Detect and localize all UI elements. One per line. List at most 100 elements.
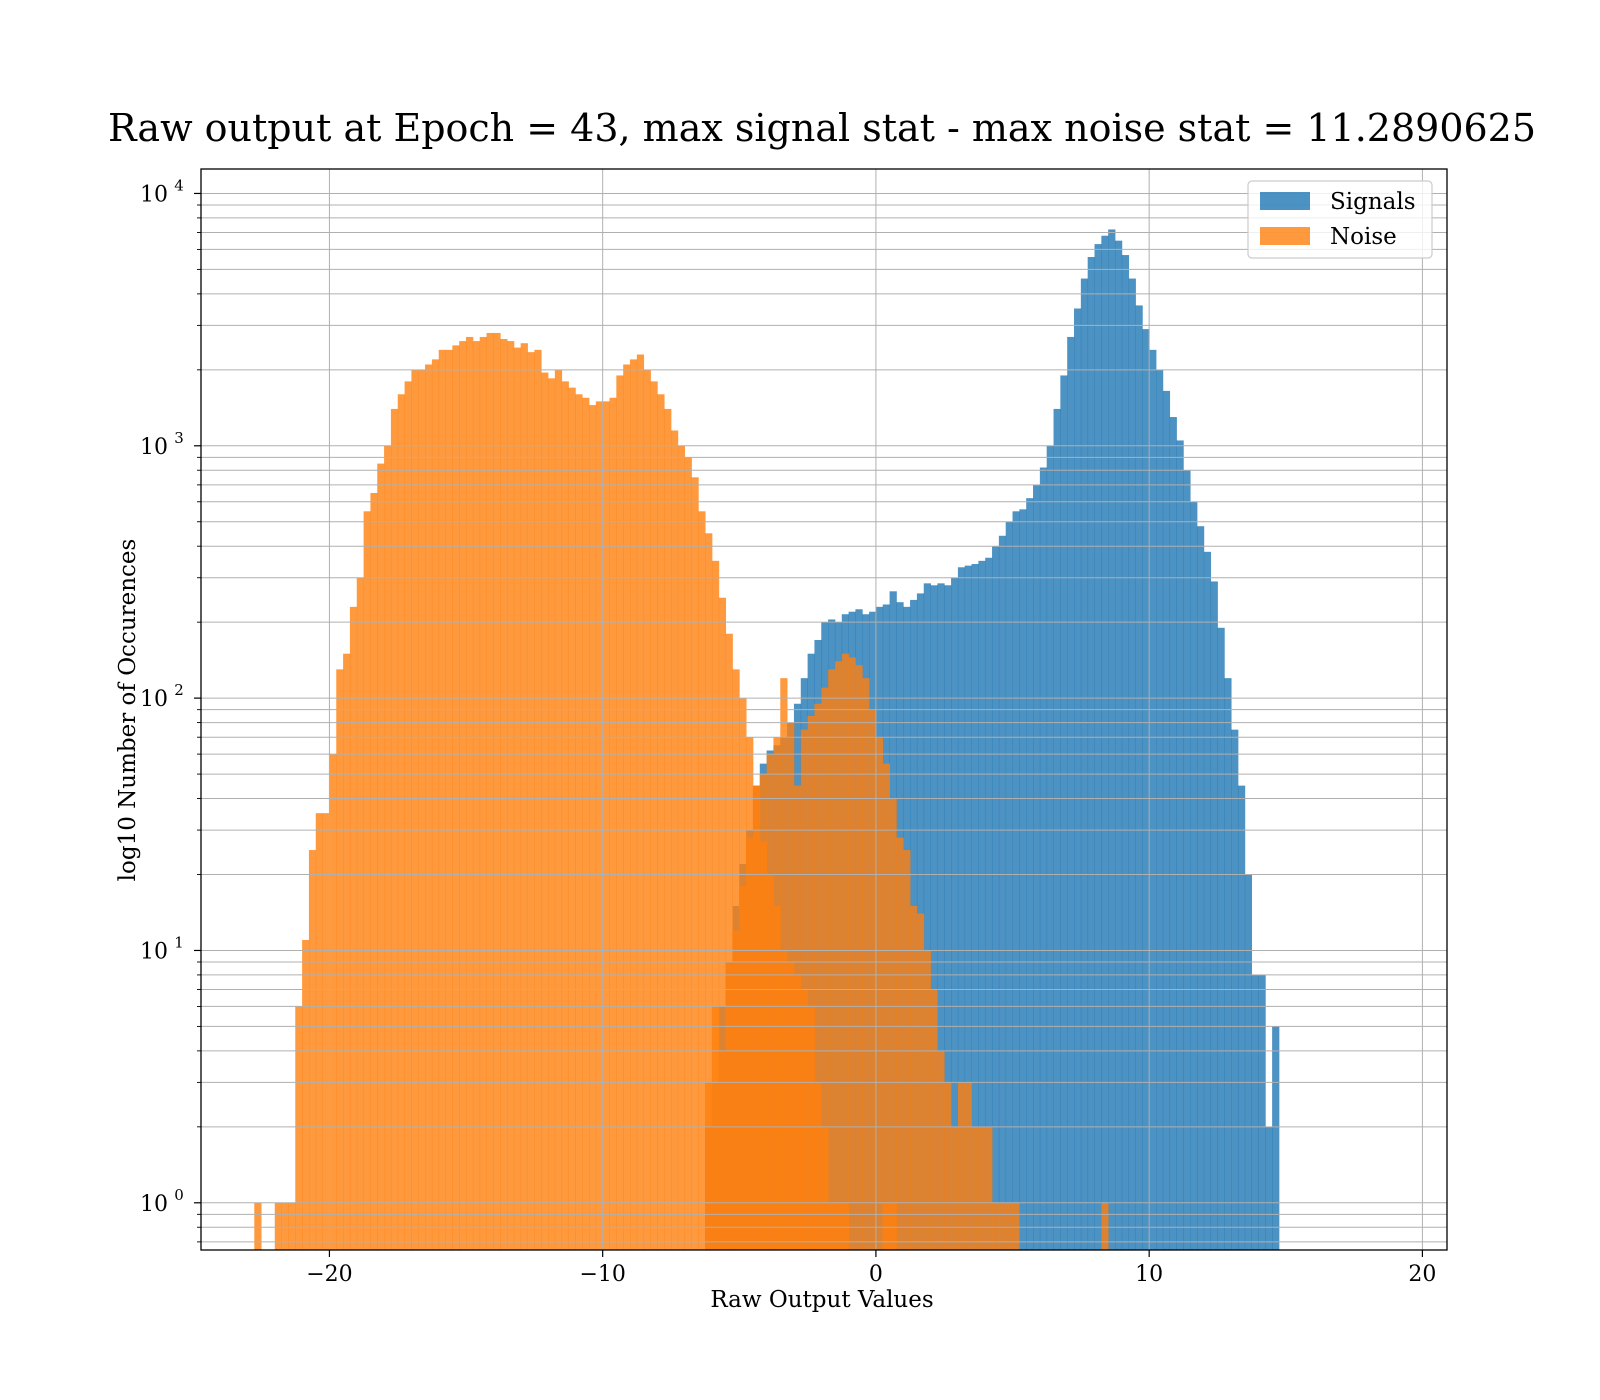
histogram-bar: [1087, 256, 1095, 1250]
histogram-bar: [1169, 417, 1177, 1250]
histogram-bar: [670, 430, 679, 1250]
histogram-bar: [971, 564, 979, 1250]
histogram-bar: [472, 341, 481, 1250]
histogram-bar: [664, 408, 672, 1251]
histogram-bar: [568, 387, 576, 1250]
histogram-bar: [534, 349, 542, 1251]
chart-title: Raw output at Epoch = 43, max signal sta…: [108, 106, 1536, 150]
x-tick-label: −20: [306, 1262, 352, 1287]
histogram-bar: [1149, 349, 1157, 1251]
histogram-bar: [759, 774, 768, 1250]
legend-label-signals: Signals: [1330, 189, 1416, 215]
histogram-bar: [889, 798, 897, 1250]
histogram-bar: [985, 1126, 993, 1250]
histogram-bar: [1074, 308, 1082, 1250]
histogram-bar: [684, 457, 692, 1251]
histogram-bar: [459, 341, 467, 1250]
histogram-bar: [384, 445, 392, 1250]
histogram-bar: [828, 669, 836, 1250]
histogram-bar: [425, 364, 433, 1250]
histogram-bar: [541, 372, 549, 1250]
histogram-bar: [937, 1050, 945, 1250]
histogram-bar: [643, 369, 651, 1250]
histogram-bar: [732, 930, 740, 1250]
y-tick-label: 10: [140, 687, 168, 712]
histogram-bar: [1272, 1026, 1280, 1250]
histogram-bar: [623, 364, 631, 1250]
histogram-bar: [575, 394, 583, 1250]
histogram-bar: [787, 722, 795, 1250]
histogram-bar: [404, 381, 412, 1250]
histogram-bar: [322, 813, 330, 1250]
y-tick-label: 10: [140, 1192, 168, 1217]
histogram-bar: [711, 1006, 720, 1250]
histogram-bar: [1183, 470, 1191, 1250]
histogram-bar: [1176, 440, 1184, 1250]
histogram-bar: [848, 657, 856, 1250]
histogram-bar: [923, 583, 931, 1250]
histogram-bar: [595, 401, 604, 1250]
histogram-bar: [951, 1126, 959, 1250]
histogram-bar: [821, 687, 829, 1250]
histogram-bar: [1012, 1202, 1020, 1250]
histogram-bar: [1108, 229, 1116, 1250]
histogram-bar: [650, 381, 658, 1250]
histogram-bar: [1115, 240, 1123, 1251]
histogram-bar: [780, 678, 788, 1250]
histogram-bar: [609, 397, 617, 1250]
histogram-bar: [602, 401, 610, 1250]
legend: Signals Noise: [1247, 180, 1433, 259]
histogram-bar: [1203, 551, 1212, 1250]
histogram-bar: [705, 1082, 713, 1250]
histogram-bar: [992, 1202, 1000, 1250]
histogram-bar: [1142, 329, 1150, 1250]
histogram-bar: [1121, 255, 1130, 1250]
histogram-bar: [1155, 369, 1164, 1250]
histogram-bar: [452, 345, 460, 1250]
histogram-bar: [281, 1202, 289, 1250]
histogram-bar: [349, 606, 358, 1250]
x-tick-label: −10: [579, 1262, 625, 1287]
histogram-bar: [589, 405, 597, 1251]
histogram-bar: [1019, 509, 1027, 1250]
histogram-bar: [377, 463, 385, 1250]
histogram-bar: [1224, 678, 1232, 1250]
histogram-bar: [616, 375, 624, 1250]
histogram-bar: [636, 354, 645, 1250]
histogram-bar: [1190, 501, 1198, 1250]
histogram-bar: [985, 557, 993, 1250]
plot-frame: [200, 168, 1448, 1251]
histogram-bar: [930, 585, 938, 1250]
histogram-bar: [1101, 235, 1109, 1250]
x-tick-label: 0: [869, 1262, 883, 1287]
histogram-bar: [527, 352, 535, 1250]
histogram-bar: [998, 535, 1007, 1250]
histogram-bar: [746, 837, 754, 1250]
histogram-bar: [1012, 511, 1020, 1250]
histogram-bar: [1005, 521, 1013, 1250]
histogram-bar: [944, 1082, 952, 1250]
histogram-bar: [657, 394, 665, 1250]
legend-swatch-signals: [1260, 192, 1310, 210]
axis-ticks: −20 −10 0 10 20 10 0 10 1 10 2 10 3 10 4: [140, 176, 1436, 1287]
histogram-bar: [875, 737, 884, 1250]
histogram-bar: [957, 567, 966, 1250]
histogram-bar: [288, 1202, 296, 1250]
histogram-bar: [302, 940, 310, 1250]
histogram-bar: [493, 332, 501, 1250]
histogram-bar: [773, 737, 781, 1250]
histogram-bar: [903, 850, 911, 1250]
histogram-bar: [500, 338, 508, 1251]
histogram-bar: [315, 813, 323, 1250]
histogram-bar: [1196, 526, 1205, 1250]
histogram-bar: [1046, 445, 1054, 1250]
x-tick-label: 20: [1408, 1262, 1436, 1287]
histogram-bar: [910, 906, 918, 1250]
histogram-bar: [739, 886, 747, 1250]
histogram-bar: [711, 560, 720, 1250]
histogram-bar: [1237, 785, 1246, 1250]
histogram-bar: [869, 709, 877, 1250]
histogram-bar: [1033, 484, 1041, 1250]
histogram-bar: [705, 533, 713, 1250]
